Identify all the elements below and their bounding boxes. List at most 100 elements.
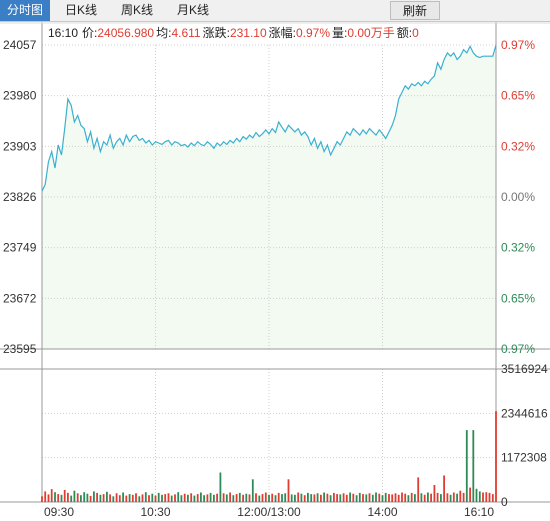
price-tick-label: 23749	[3, 241, 37, 255]
volume-bar	[60, 494, 63, 502]
info-pct-label: 涨幅:	[269, 25, 296, 40]
volume-tick-label: 0	[501, 495, 508, 509]
volume-bar	[222, 493, 225, 502]
volume-bar	[388, 494, 390, 502]
volume-bar	[485, 492, 488, 502]
volume-bar	[368, 493, 371, 502]
volume-bar	[371, 494, 374, 502]
volume-bar	[268, 494, 270, 502]
refresh-button[interactable]: 刷新	[390, 1, 440, 20]
volume-bar	[407, 495, 410, 502]
volume-bar	[339, 494, 342, 502]
volume-bar	[475, 488, 478, 502]
volume-bar	[462, 492, 465, 502]
volume-bar	[297, 492, 300, 502]
volume-bar	[47, 494, 50, 502]
volume-bar	[491, 494, 494, 502]
info-bar: 16:10 价:24056.980 均:4.611 涨跌:231.10 涨幅:0.97%…	[48, 25, 419, 40]
volume-bar	[128, 494, 131, 502]
volume-bar	[352, 493, 355, 502]
volume-bar	[63, 489, 66, 502]
volume-bar	[277, 492, 280, 502]
volume-bar	[281, 494, 283, 502]
volume-bar	[355, 495, 358, 502]
tab-bar: 分时图 日K线 周K线 月K线 刷新	[0, 0, 550, 22]
time-tick-label: 09:30	[44, 505, 74, 519]
volume-bar	[229, 492, 231, 502]
volume-bar	[449, 494, 452, 502]
volume-bar	[446, 493, 449, 502]
volume-bar	[287, 479, 290, 502]
volume-bar	[148, 495, 150, 502]
volume-bar	[41, 496, 43, 502]
volume-bar	[102, 494, 105, 502]
volume-bar	[225, 494, 228, 502]
volume-bar	[235, 494, 238, 502]
volume-tick-label: 2344616	[501, 406, 548, 420]
volume-bar	[303, 495, 306, 502]
volume-bar	[394, 493, 397, 502]
volume-bar	[258, 495, 261, 502]
info-change-label: 涨跌:	[203, 25, 230, 40]
volume-tick-label: 3516924	[501, 362, 548, 376]
volume-bar	[307, 492, 309, 502]
volume-bar	[73, 490, 76, 502]
volume-bar	[200, 492, 202, 502]
volume-bar	[264, 492, 267, 502]
volume-bar	[310, 494, 313, 502]
price-tick-label: 23595	[3, 342, 37, 356]
price-tick-label: 24057	[3, 38, 37, 52]
volume-bar	[109, 494, 111, 502]
volume-bar	[459, 490, 462, 502]
volume-bar	[326, 493, 329, 502]
volume-bar	[196, 494, 199, 502]
info-vol: 0.00万手	[347, 26, 394, 40]
volume-bar	[488, 492, 491, 502]
volume-bar	[391, 494, 394, 502]
info-vol-label: 量:	[332, 26, 347, 40]
pct-tick-label: 0.97%	[501, 38, 535, 52]
tab-intraday[interactable]: 分时图	[0, 0, 50, 21]
time-tick-label: 14:00	[367, 505, 397, 519]
volume-bar	[54, 492, 56, 502]
volume-bar	[44, 491, 47, 502]
volume-bar	[255, 493, 257, 502]
volume-bar	[213, 494, 215, 502]
volume-bar	[170, 495, 173, 502]
pct-tick-label: 0.32%	[501, 139, 535, 153]
volume-bar	[420, 493, 423, 502]
volume-bar	[440, 494, 442, 502]
volume-tick-label: 1172308	[501, 451, 547, 465]
volume-bar	[342, 493, 345, 502]
tab-monthly-k[interactable]: 月K线	[176, 3, 209, 17]
volume-bar	[177, 492, 180, 502]
tab-weekly-k[interactable]: 周K线	[120, 3, 153, 17]
volume-bar	[151, 493, 154, 502]
volume-bar	[138, 496, 141, 502]
volume-bar	[219, 472, 222, 502]
info-time: 16:10	[48, 26, 78, 40]
volume-bar	[365, 494, 368, 502]
volume-bar	[384, 492, 387, 502]
tab-daily-k[interactable]: 日K线	[64, 3, 97, 17]
volume-bar	[329, 495, 332, 502]
volume-bar	[284, 493, 287, 502]
volume-bar	[456, 493, 458, 502]
volume-bar	[115, 493, 118, 502]
volume-bar	[135, 493, 137, 502]
volume-bar	[154, 495, 157, 502]
volume-bar	[316, 493, 319, 502]
volume-bar	[436, 492, 439, 502]
volume-bar	[465, 430, 468, 502]
price-tick-label: 23903	[3, 139, 37, 153]
volume-bar	[83, 492, 86, 502]
info-price-label: 价:	[82, 26, 97, 40]
volume-bar	[161, 494, 163, 502]
volume-bar	[245, 493, 248, 502]
volume-bar	[427, 492, 429, 502]
volume-bar	[187, 494, 189, 502]
pct-tick-label: 0.65%	[501, 89, 535, 103]
volume-bar	[417, 477, 420, 502]
volume-bar	[206, 494, 209, 502]
volume-bar	[86, 493, 89, 502]
